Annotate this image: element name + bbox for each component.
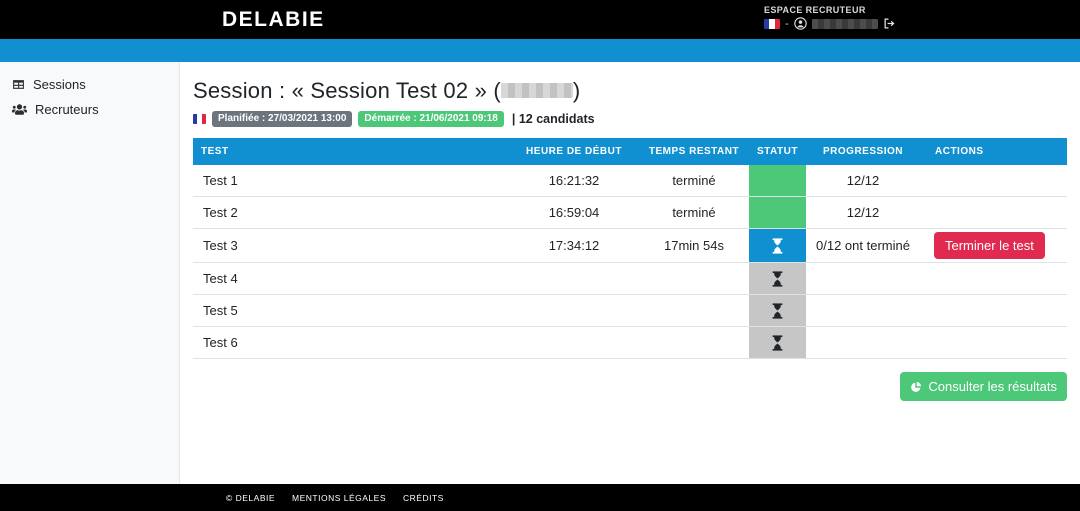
actions-cell [920, 196, 1067, 229]
status-badge [749, 327, 806, 358]
redacted-session-id [500, 83, 573, 98]
session-table-body: Test 1 16:21:32 terminé 12/12 Test 2 16:… [193, 165, 1067, 359]
started-badge: Démarrée : 21/06/2021 09:18 [358, 111, 504, 127]
table-row: Test 3 17:34:12 17min 54s 0/12 ont termi… [193, 228, 1067, 263]
page-title: Session : « Session Test 02 » () [193, 78, 1067, 104]
status-cell [749, 228, 806, 263]
user-row: - [764, 17, 896, 30]
table-row: Test 1 16:21:32 terminé 12/12 [193, 165, 1067, 197]
status-cell [749, 196, 806, 229]
column-header-remaining: Temps restant [639, 138, 749, 165]
session-meta-row: Planifiée : 27/03/2021 13:00 Démarrée : … [193, 111, 1067, 127]
test-name-cell: Test 6 [193, 326, 509, 359]
status-badge [749, 165, 806, 196]
footer-credits-link[interactable]: CRÉDITS [403, 492, 444, 503]
actions-cell [920, 262, 1067, 295]
progression-cell: 12/12 [806, 196, 920, 229]
page-footer: © DELABIE MENTIONS LÉGALES CRÉDITS [0, 484, 1080, 511]
user-circle-icon [793, 17, 807, 30]
logout-icon[interactable] [883, 17, 896, 30]
terminate-test-button[interactable]: Terminer le test [934, 232, 1045, 259]
hourglass-icon [772, 334, 783, 351]
status-badge [749, 295, 806, 326]
start-time-cell: 16:59:04 [509, 196, 639, 229]
table-row: Test 5 [193, 294, 1067, 327]
time-left-cell: terminé [639, 196, 749, 229]
planned-badge: Planifiée : 27/03/2021 13:00 [212, 111, 353, 127]
progression-cell [806, 262, 920, 295]
actions-cell [920, 165, 1067, 197]
test-name-cell: Test 3 [193, 228, 509, 263]
progression-cell: 0/12 ont terminé [806, 228, 920, 263]
page-title-suffix: ) [572, 78, 581, 103]
redacted-username [811, 18, 878, 29]
actions-cell [920, 294, 1067, 327]
status-badge [749, 263, 806, 294]
accent-bar [0, 39, 1080, 62]
top-header: DELABIE ESPACE RECRUTEUR - [0, 0, 1080, 39]
status-badge [749, 229, 806, 262]
test-name-cell: Test 4 [193, 262, 509, 295]
time-left-cell [639, 262, 749, 295]
consult-results-button[interactable]: Consulter les résultats [900, 372, 1067, 401]
sidebar-item-sessions[interactable]: Sessions [0, 72, 179, 97]
separator-dash: - [785, 17, 789, 30]
candidates-count: | 12 candidats [511, 112, 595, 126]
start-time-cell [509, 326, 639, 359]
hourglass-icon [772, 270, 783, 287]
table-grid-icon [12, 78, 25, 91]
status-cell [749, 165, 806, 197]
progression-cell [806, 294, 920, 327]
test-name-cell: Test 1 [193, 165, 509, 197]
actions-cell [920, 326, 1067, 359]
start-time-cell [509, 262, 639, 295]
status-cell [749, 262, 806, 295]
table-row: Test 6 [193, 326, 1067, 359]
sidebar-item-label: Sessions [33, 77, 86, 92]
main-content: Session : « Session Test 02 » () Planifi… [180, 62, 1080, 484]
users-icon [12, 103, 27, 116]
session-tests-table: Test Heure de début Temps restant Statut… [193, 138, 1067, 359]
column-header-actions: Actions [920, 138, 1067, 165]
test-name-cell: Test 5 [193, 294, 509, 327]
sidebar-nav: Sessions Recruteurs [0, 62, 180, 484]
time-left-cell: terminé [639, 165, 749, 197]
footer-mentions-legales-link[interactable]: MENTIONS LÉGALES [292, 492, 386, 503]
hourglass-icon [772, 302, 783, 319]
time-left-cell [639, 326, 749, 359]
table-row: Test 4 [193, 262, 1067, 295]
table-header-row: Test Heure de début Temps restant Statut… [193, 138, 1067, 165]
pie-chart-icon [910, 381, 922, 393]
column-header-start: Heure de début [509, 138, 639, 165]
results-row: Consulter les résultats [193, 372, 1067, 401]
french-flag-icon [193, 114, 206, 124]
column-header-progression: Progression [806, 138, 920, 165]
start-time-cell: 17:34:12 [509, 228, 639, 263]
column-header-test: Test [193, 138, 509, 165]
time-left-cell [639, 294, 749, 327]
brand-logo: DELABIE [222, 7, 325, 31]
consult-results-label: Consulter les résultats [928, 379, 1057, 394]
sidebar-item-label: Recruteurs [35, 102, 99, 117]
espace-recruteur-label: ESPACE RECRUTEUR [764, 5, 866, 15]
page-title-text: Session : « Session Test 02 » ( [193, 78, 501, 103]
status-cell [749, 326, 806, 359]
footer-copyright-link[interactable]: © DELABIE [226, 492, 276, 503]
start-time-cell [509, 294, 639, 327]
table-row: Test 2 16:59:04 terminé 12/12 [193, 196, 1067, 229]
header-user-area: ESPACE RECRUTEUR - [764, 5, 896, 30]
column-header-status: Statut [749, 138, 806, 165]
actions-cell: Terminer le test [920, 228, 1067, 263]
hourglass-icon [772, 237, 783, 254]
time-left-cell: 17min 54s [639, 228, 749, 263]
french-flag-icon [764, 18, 780, 29]
progression-cell [806, 326, 920, 359]
progression-cell: 12/12 [806, 165, 920, 197]
sidebar-item-recruteurs[interactable]: Recruteurs [0, 97, 179, 122]
status-cell [749, 294, 806, 327]
test-name-cell: Test 2 [193, 196, 509, 229]
start-time-cell: 16:21:32 [509, 165, 639, 197]
status-badge [749, 197, 806, 228]
